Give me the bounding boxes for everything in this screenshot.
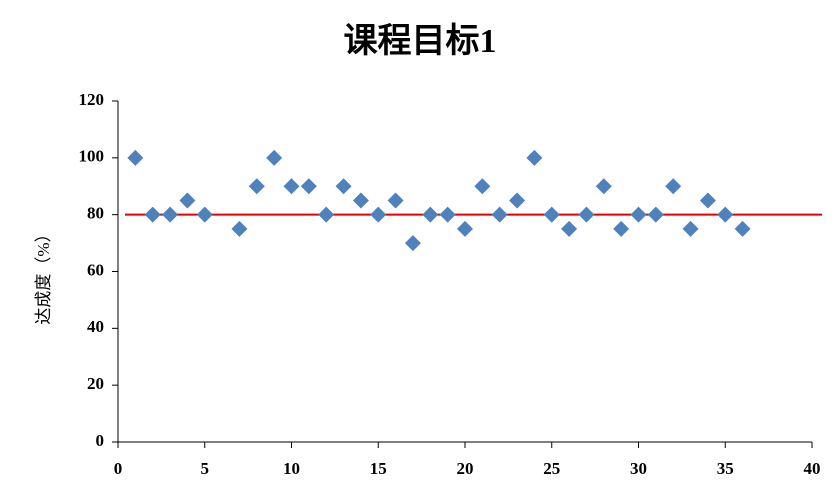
y-tick-label: 0 (96, 431, 105, 450)
data-point (699, 192, 716, 209)
x-tick-label: 30 (630, 459, 647, 478)
data-point (318, 206, 335, 223)
data-point (422, 206, 439, 223)
y-tick-label: 60 (87, 260, 104, 279)
data-point (196, 206, 213, 223)
x-tick-label: 40 (804, 459, 821, 478)
y-tick-label: 40 (87, 317, 104, 336)
data-point (665, 178, 682, 195)
data-point (300, 178, 317, 195)
y-tick-label: 100 (79, 147, 105, 166)
data-point (491, 206, 508, 223)
data-point (162, 206, 179, 223)
data-point (474, 178, 491, 195)
data-point (127, 149, 144, 166)
data-point (231, 220, 248, 237)
data-point (404, 235, 421, 252)
data-point (179, 192, 196, 209)
data-point (630, 206, 647, 223)
data-point (526, 149, 543, 166)
data-point (283, 178, 300, 195)
x-tick-label: 20 (457, 459, 474, 478)
x-tick-label: 35 (717, 459, 734, 478)
data-point (561, 220, 578, 237)
data-point (647, 206, 664, 223)
data-point (543, 206, 560, 223)
data-point (578, 206, 595, 223)
data-point (248, 178, 265, 195)
data-point (457, 220, 473, 237)
data-point (335, 178, 352, 195)
data-point (717, 206, 734, 223)
y-tick-label: 20 (87, 374, 104, 393)
x-tick-label: 10 (283, 459, 300, 478)
y-tick-label: 80 (87, 204, 104, 223)
data-point (266, 149, 283, 166)
x-tick-label: 0 (114, 459, 123, 478)
data-point (352, 192, 369, 209)
data-point (370, 206, 387, 223)
data-point (144, 206, 161, 223)
data-point (682, 220, 699, 237)
x-tick-label: 15 (370, 459, 387, 478)
chart-title: 课程目标1 (344, 22, 497, 60)
y-tick-label: 120 (79, 90, 105, 109)
data-point (439, 206, 456, 223)
data-point (613, 220, 630, 237)
x-tick-label: 5 (201, 459, 210, 478)
data-point (509, 192, 526, 209)
y-axis-label: 达成度（%） (34, 225, 53, 324)
data-point (595, 178, 612, 195)
data-point (387, 192, 404, 209)
x-tick-label: 25 (543, 459, 560, 478)
data-point (734, 220, 751, 237)
